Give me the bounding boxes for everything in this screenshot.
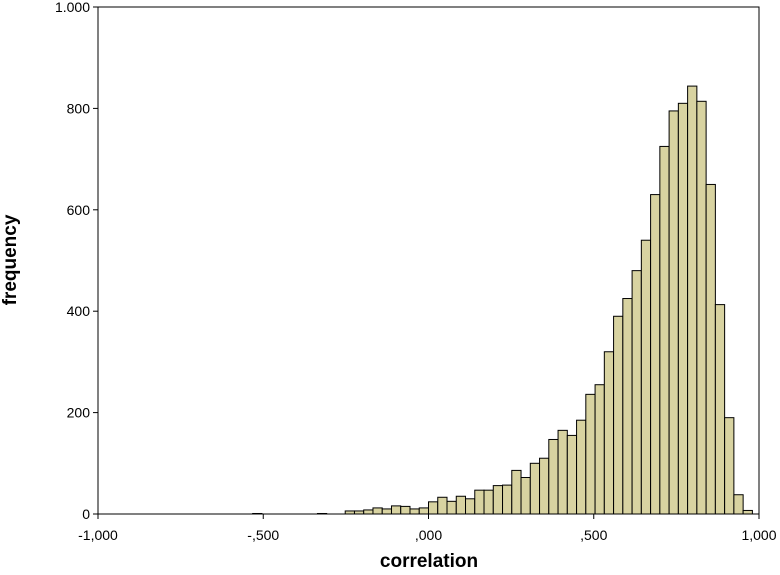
bar (696, 100, 707, 515)
x-tick-label: -,500 (247, 527, 279, 543)
bar (733, 494, 744, 515)
bar (613, 315, 624, 515)
bar (363, 509, 374, 515)
bar (400, 505, 411, 515)
bar (474, 489, 485, 515)
bar (742, 509, 753, 515)
y-tick-label: 0 (82, 506, 90, 522)
bar (687, 85, 698, 515)
bar (566, 434, 578, 515)
bar (390, 505, 402, 515)
bar (465, 498, 476, 515)
bar (677, 102, 689, 515)
bar (483, 489, 494, 515)
y-tick-label: 1.000 (55, 0, 90, 15)
bar (446, 500, 457, 515)
bar (576, 419, 587, 515)
bar (603, 351, 615, 515)
bar (372, 507, 383, 515)
bar (418, 507, 430, 515)
bar (724, 417, 735, 515)
bar (520, 476, 531, 515)
y-tick-label: 200 (67, 405, 91, 421)
bar (539, 457, 550, 515)
bar (428, 501, 439, 515)
bar (585, 393, 596, 515)
bar (705, 183, 716, 515)
bar (548, 438, 559, 515)
x-tick-label: 1,000 (741, 527, 776, 543)
y-axis-title: frequency (0, 214, 21, 305)
bar (437, 496, 448, 515)
x-tick-label: ,000 (415, 527, 442, 543)
bar (640, 239, 652, 515)
bar (502, 484, 513, 515)
bar (557, 429, 568, 515)
y-tick-label: 800 (67, 100, 91, 116)
bar (631, 270, 642, 515)
y-tick-label: 400 (67, 303, 91, 319)
x-tick-label: -1,000 (78, 527, 118, 543)
bar (511, 469, 522, 515)
bar (409, 508, 420, 515)
bar (594, 384, 605, 515)
bar (492, 485, 504, 515)
bar (622, 298, 633, 515)
bar (714, 304, 726, 515)
bar (529, 462, 541, 515)
y-tick-label: 600 (67, 202, 91, 218)
bar (659, 145, 670, 515)
bar (455, 495, 467, 515)
bar (668, 110, 679, 515)
x-tick-label: ,500 (580, 527, 607, 543)
bar (650, 194, 661, 515)
x-axis-title: correlation (380, 551, 478, 572)
bar (381, 508, 392, 515)
